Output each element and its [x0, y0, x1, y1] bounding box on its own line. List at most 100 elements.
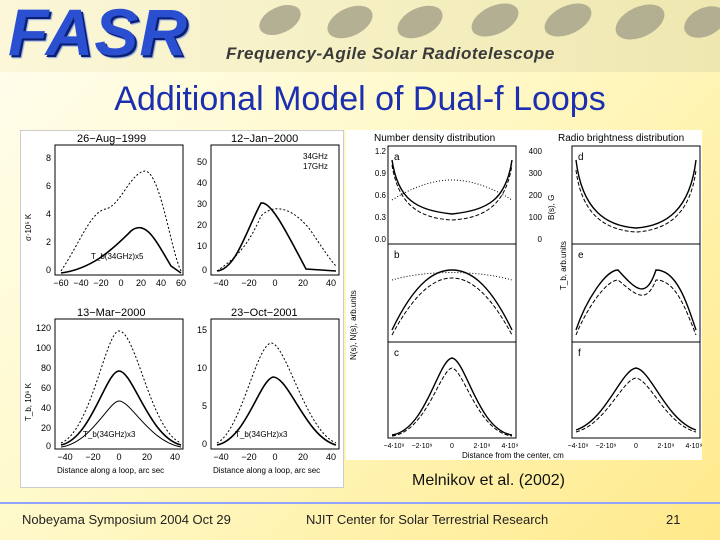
- xtick: 0: [450, 443, 454, 450]
- xtick: 40: [156, 278, 166, 288]
- xtick: −20: [241, 278, 256, 288]
- banner-subtitle: Frequency-Agile Solar Radiotelescope: [226, 44, 555, 63]
- ytick: 0: [46, 441, 51, 451]
- xtick: 40: [326, 278, 336, 288]
- col-title-left: Number density distribution: [374, 133, 495, 144]
- ytick: 4: [46, 209, 51, 219]
- xlabel-p4: Distance along a loop, arc sec: [213, 466, 320, 475]
- ytick: 2: [46, 237, 51, 247]
- slide-title: Additional Model of Dual-f Loops: [114, 80, 606, 118]
- page-number: 21: [666, 512, 681, 527]
- annotation-p4: T_b(34GHz)x3: [235, 430, 288, 439]
- panel-label-c: c: [394, 348, 399, 359]
- ytick: 50: [197, 157, 207, 167]
- xtick: 20: [136, 278, 146, 288]
- left-figure: 26−Aug−1999 12−Jan−2000 13−Mar−2000 23−O…: [20, 130, 344, 488]
- xtick: −20: [93, 278, 108, 288]
- xtick: 0: [634, 443, 638, 450]
- panel-label-e: e: [578, 250, 584, 261]
- ytick: 20: [41, 423, 51, 433]
- annotation-p1: T_b(34GHz)x5: [91, 252, 144, 261]
- right-panel-f: [571, 341, 701, 439]
- right-figure: Number density distribution Radio bright…: [346, 130, 702, 460]
- xtick: 2⋅10⁹: [474, 443, 491, 450]
- panel-frame-4: [210, 318, 340, 450]
- ytick-right: 400: [529, 147, 543, 156]
- xtick: −40: [57, 452, 72, 462]
- curve-d-solid: [575, 159, 697, 229]
- curve-e-dashed: [575, 279, 697, 336]
- curve-p3-dotted: [60, 330, 182, 444]
- curve-e-solid: [575, 269, 697, 331]
- curve-f-solid: [575, 367, 697, 431]
- panel-label-d: d: [578, 152, 584, 163]
- ytick: 120: [36, 323, 51, 333]
- footer-left: Nobeyama Symposium 2004 Oct 29: [22, 512, 231, 527]
- panel-title-4: 23−Oct−2001: [231, 307, 298, 319]
- curve-a-solid: [391, 159, 513, 215]
- ytick: 40: [197, 178, 207, 188]
- figure-caption: Melnikov et al. (2002): [412, 472, 565, 489]
- panel-label-f: f: [578, 348, 581, 359]
- xtick: −60: [53, 278, 68, 288]
- right-panel-d: [571, 145, 701, 245]
- panel-title-3: 13−Mar−2000: [77, 307, 146, 319]
- xtick: 20: [298, 452, 308, 462]
- ytick: 60: [41, 383, 51, 393]
- ytick: 6: [46, 181, 51, 191]
- ytick: 15: [197, 325, 207, 335]
- ytick: 30: [197, 199, 207, 209]
- curve-b-dashed: [391, 277, 513, 336]
- ytick-right: 0: [538, 235, 543, 244]
- ytick: 8: [46, 153, 51, 163]
- xtick: −4⋅10⁹: [568, 443, 589, 450]
- dish-array-image: [259, 3, 720, 40]
- ytick-right: 200: [529, 191, 543, 200]
- ytick-left: 0.9: [375, 169, 387, 178]
- ylabel-p3: T_b, 10⁶ K: [24, 382, 33, 421]
- curve-b-dotted: [391, 272, 513, 281]
- right-panel-a: [387, 145, 517, 245]
- ytick: 10: [197, 241, 207, 251]
- xtick: −20: [85, 452, 100, 462]
- curve-d-dashed: [575, 169, 697, 233]
- ylabel-mid: B(s), G: [547, 195, 556, 220]
- xtick: −40: [213, 452, 228, 462]
- xtick: 4⋅10⁹: [686, 443, 702, 450]
- fasr-logo: FASR: [8, 0, 189, 69]
- xtick: 0: [118, 278, 123, 288]
- banner: FASR Frequency-Agile Solar Radiotelescop…: [0, 0, 720, 72]
- ylabel-right: T_b, arb.units: [559, 241, 568, 290]
- panel-label-b: b: [394, 250, 400, 261]
- ylabel-p1: σ⋅10⁵ K: [24, 213, 33, 241]
- right-figure-plots: Number density distribution Radio bright…: [349, 133, 702, 460]
- panel-label-a: a: [394, 152, 400, 163]
- xtick: −2⋅10⁹: [412, 443, 433, 450]
- curve-a-dashed: [391, 164, 513, 221]
- ytick: 0: [202, 439, 207, 449]
- curve-c-solid: [391, 357, 513, 436]
- ytick: 5: [202, 401, 207, 411]
- curve-p3-lower: [60, 400, 182, 448]
- ytick: 0: [46, 265, 51, 275]
- ytick-left: 1.2: [375, 147, 387, 156]
- curve-p3-solid: [60, 370, 182, 446]
- curve-p2-dotted: [216, 208, 337, 272]
- curve-b-solid: [391, 269, 513, 331]
- curve-p1-solid: [60, 226, 182, 274]
- xtick: 0: [116, 452, 121, 462]
- left-figure-plots: 26−Aug−1999 12−Jan−2000 13−Mar−2000 23−O…: [24, 133, 340, 475]
- ytick: 40: [41, 403, 51, 413]
- right-panel-c: [387, 341, 517, 439]
- curve-a-dotted: [391, 179, 513, 201]
- ytick: 10: [197, 363, 207, 373]
- xtick: −2⋅10⁹: [596, 443, 617, 450]
- xtick: −4⋅10⁹: [384, 443, 405, 450]
- ytick: 20: [197, 220, 207, 230]
- annotation-p3: T_b(34GHz)x3: [83, 430, 136, 439]
- xtick: 4⋅10⁹: [502, 443, 519, 450]
- footer-center: NJIT Center for Solar Terrestrial Resear…: [306, 512, 549, 527]
- xtick: −40: [213, 278, 228, 288]
- right-panel-b: [387, 243, 517, 343]
- panel-title-2: 12−Jan−2000: [231, 133, 298, 145]
